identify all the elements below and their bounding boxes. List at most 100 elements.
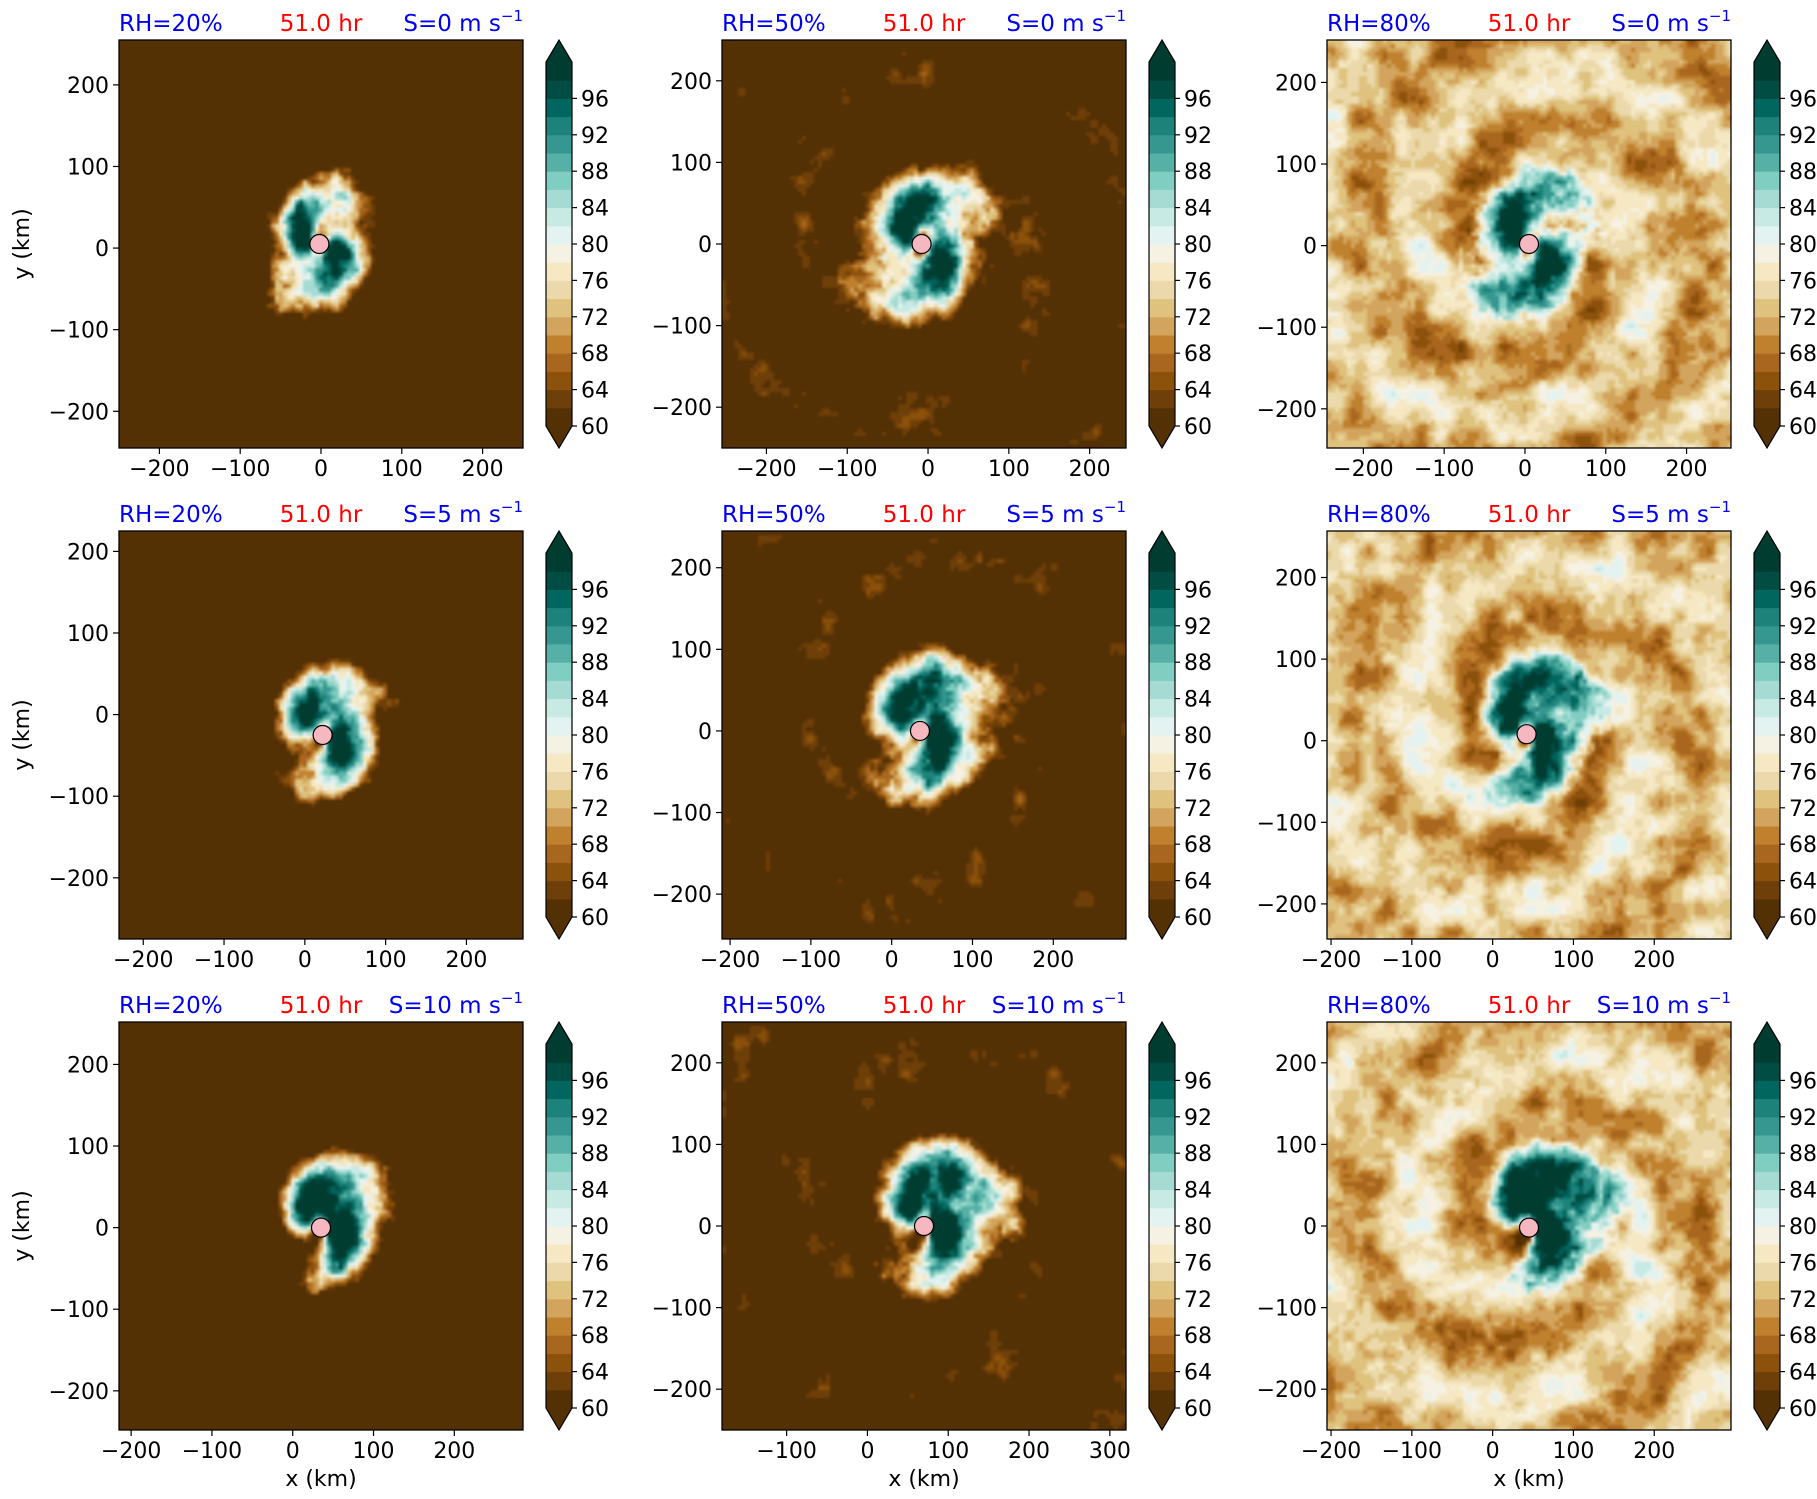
- colorbar-level: [1149, 880, 1175, 900]
- x-tick-label: 200: [1008, 1439, 1050, 1464]
- colorbar-level: [546, 1189, 572, 1209]
- colorbar-tick-label: 96: [1789, 1069, 1817, 1094]
- colorbar-level: [1149, 1280, 1175, 1300]
- colorbar-level: [1754, 407, 1780, 427]
- colorbar-level: [1754, 735, 1780, 754]
- y-tick-label: 200: [67, 540, 109, 565]
- shear-label: S=10 m s−1: [1597, 989, 1731, 1019]
- colorbar-level: [546, 771, 572, 791]
- x-tick-label: 300: [1089, 1439, 1131, 1464]
- colorbar-level: [546, 826, 572, 845]
- colorbar-level: [1149, 116, 1175, 136]
- colorbar-level: [1149, 1317, 1175, 1336]
- colorbar-outline: [545, 38, 573, 450]
- colorbar: 60 64 68 72 76 80 84 88 92 96: [1753, 38, 1817, 450]
- colorbar-tick-label: 84: [581, 688, 609, 713]
- time-label: 51.0 hr: [1488, 11, 1571, 37]
- colorbar-level: [1149, 625, 1175, 645]
- storm-center-marker: [1518, 233, 1540, 255]
- colorbar-tick-label: 92: [581, 615, 609, 640]
- colorbar-level: [1149, 371, 1175, 391]
- time-label: 51.0 hr: [280, 993, 363, 1019]
- colorbar-extend-min: [1754, 426, 1780, 448]
- y-tick-label: −200: [49, 1380, 109, 1405]
- y-tick-label: 200: [67, 1053, 109, 1078]
- colorbar-tick-label: 88: [1789, 651, 1817, 676]
- colorbar-level: [1149, 589, 1175, 609]
- time-label: 51.0 hr: [883, 993, 966, 1019]
- colorbar-tick-label: 84: [1184, 1179, 1212, 1204]
- colorbar-tick-label: 68: [1789, 342, 1817, 367]
- colorbar-level: [1754, 244, 1780, 263]
- storm-center-marker: [911, 233, 932, 255]
- colorbar-level: [1149, 1244, 1175, 1263]
- colorbar-level: [1149, 789, 1175, 809]
- colorbar-level: [546, 316, 572, 336]
- colorbar-extend-max: [546, 40, 572, 62]
- colorbar-extend-min: [1754, 1408, 1780, 1430]
- y-tick-label: −200: [49, 400, 109, 425]
- colorbar-tick-label: 76: [581, 1251, 609, 1276]
- colorbar-level: [546, 1262, 572, 1282]
- y-tick-label: −100: [49, 319, 109, 344]
- colorbar-level: [546, 225, 572, 245]
- rh-label: RH=50%: [722, 502, 826, 528]
- x-axis-label: x (km): [1493, 1467, 1564, 1492]
- y-tick-label: −200: [1257, 398, 1317, 423]
- x-tick-label: 0: [298, 948, 312, 973]
- panel-1: −200 −100 0 100 200 −200 −100 0 100 200 y (km) RH=2…: [10, 7, 609, 482]
- y-tick-label: −200: [652, 883, 712, 908]
- colorbar-level: [1754, 1098, 1780, 1118]
- y-tick-label: 100: [670, 638, 712, 663]
- colorbar-level: [1754, 1189, 1780, 1209]
- colorbar-level: [546, 1135, 572, 1154]
- y-tick-label: −100: [1257, 1297, 1317, 1322]
- x-tick-label: 200: [445, 948, 487, 973]
- panel-5: −200 −100 0 100 200 −200 −100 0 100 200 RH=50% 51.0…: [652, 498, 1212, 973]
- colorbar-level: [1754, 1298, 1780, 1318]
- time-label: 51.0 hr: [1488, 502, 1571, 528]
- colorbar-tick-label: 76: [1184, 760, 1212, 785]
- x-tick-label: 100: [988, 457, 1030, 482]
- colorbar-level: [546, 262, 572, 281]
- colorbar-level: [546, 244, 572, 263]
- colorbar-level: [1149, 571, 1175, 590]
- colorbar-level: [1149, 1371, 1175, 1391]
- colorbar-tick-label: 84: [1184, 197, 1212, 222]
- x-tick-label: 200: [1069, 457, 1111, 482]
- x-tick-label: 100: [1552, 948, 1594, 973]
- rh-label: RH=50%: [722, 11, 826, 37]
- storm-center-marker: [913, 1215, 935, 1237]
- colorbar-tick-label: 88: [1184, 160, 1212, 185]
- y-tick-label: 100: [1275, 648, 1317, 673]
- colorbar-tick-label: 80: [1789, 724, 1817, 749]
- colorbar-level: [1754, 262, 1780, 281]
- colorbar-extend-min: [1754, 917, 1780, 939]
- colorbar-tick-label: 92: [581, 124, 609, 149]
- colorbar-tick-label: 68: [1184, 1324, 1212, 1349]
- y-tick-label: 100: [670, 151, 712, 176]
- colorbar-tick-label: 72: [1184, 1288, 1212, 1313]
- colorbar-level: [1149, 1353, 1175, 1373]
- colorbar-level: [1754, 1207, 1780, 1227]
- colorbar-tick-label: 92: [1184, 1106, 1212, 1131]
- colorbar-level: [1149, 407, 1175, 427]
- colorbar-outline: [1753, 38, 1781, 450]
- panel-6: −200 −100 0 100 200 −200 −100 0 100 200 RH=80% 51.0…: [1257, 498, 1817, 973]
- x-tick-label: −200: [736, 457, 796, 482]
- colorbar-level: [546, 1244, 572, 1263]
- colorbar-level: [546, 1298, 572, 1318]
- panel-4: −200 −100 0 100 200 −200 −100 0 100 200 y (km) RH=2…: [10, 498, 609, 973]
- x-tick-label: −200: [700, 948, 760, 973]
- colorbar-tick-label: 92: [1184, 615, 1212, 640]
- colorbar-extend-max: [1754, 1022, 1780, 1044]
- x-tick-label: 200: [1666, 457, 1708, 482]
- colorbar-level: [546, 625, 572, 645]
- shear-label: S=5 m s−1: [1611, 498, 1731, 528]
- colorbar-level: [546, 553, 572, 572]
- colorbar-level: [1149, 1262, 1175, 1282]
- y-tick-label: 0: [1303, 235, 1317, 260]
- colorbar-level: [546, 280, 572, 300]
- colorbar-level: [546, 335, 572, 354]
